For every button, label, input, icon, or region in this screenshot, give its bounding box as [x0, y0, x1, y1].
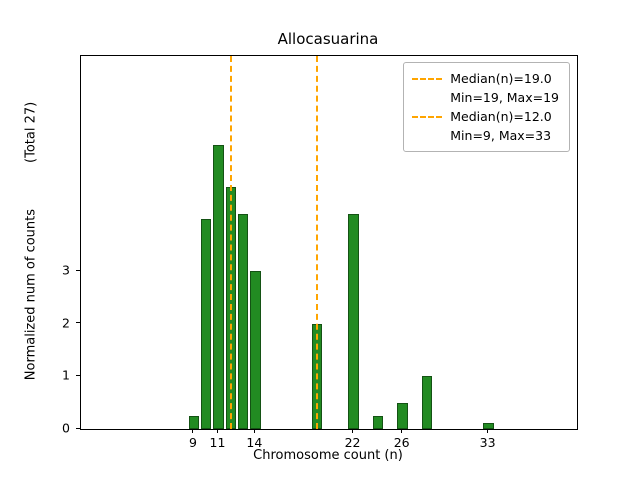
histogram-bar: [422, 376, 433, 429]
y-tick-mark: [76, 427, 80, 429]
y-tick-label: 2: [62, 315, 70, 331]
legend: Median(n)=19.0 Min=19, Max=19 Median(n)=12…: [403, 62, 570, 152]
legend-sublabel: Min=9, Max=33: [450, 128, 552, 143]
x-tick-label: 22: [344, 435, 361, 450]
x-tick-mark: [192, 429, 194, 433]
y-axis-label-text: Normalized num of counts: [23, 208, 38, 381]
legend-sublabel: Min=19, Max=19: [450, 90, 559, 105]
x-tick-label: 33: [479, 435, 496, 450]
histogram-bar: [237, 213, 249, 429]
x-tick-label: 9: [188, 435, 197, 450]
x-tick-mark: [253, 429, 255, 433]
plot-area: Median(n)=19.0 Min=19, Max=19 Median(n)=12…: [80, 55, 578, 430]
y-tick-label: 0: [62, 420, 70, 436]
y-tick-mark: [76, 269, 80, 271]
legend-entry-sub: Min=19, Max=19: [412, 88, 559, 107]
median-line-sample-icon: [412, 115, 443, 118]
y-tick-mark: [76, 322, 80, 324]
y-tick-label: 1: [62, 367, 70, 383]
x-tick-mark: [401, 429, 403, 433]
y-axis-label: Normalized num of counts (Total 27): [22, 55, 40, 428]
x-tick-mark: [217, 429, 218, 433]
x-axis-label: Chromosome count (n): [253, 448, 403, 463]
legend-label: Median(n)=19.0: [450, 71, 552, 86]
x-tick-mark: [487, 429, 489, 433]
legend-entry: Median(n)=19.0: [412, 69, 559, 88]
chart-title: Allocasuarina: [277, 30, 379, 48]
legend-label: Median(n)=12.0: [450, 109, 552, 124]
histogram-bar: [201, 218, 212, 429]
histogram-bar: [188, 415, 200, 429]
histogram-bar: [250, 271, 261, 429]
median-line-sample-icon: [412, 77, 443, 80]
x-tick-label: 14: [246, 435, 263, 450]
histogram-bar: [483, 422, 494, 429]
legend-entry-sub: Min=9, Max=33: [412, 126, 559, 145]
x-tick-label: 26: [393, 435, 410, 450]
histogram-bar: [372, 415, 384, 429]
median-line: [315, 56, 318, 429]
y-axis-ticks: 0 1 2 3: [40, 55, 80, 436]
histogram-bar: [397, 402, 408, 429]
legend-entry: Median(n)=12.0: [412, 107, 559, 126]
histogram-bar: [213, 145, 224, 429]
y-axis-label-total: (Total 27): [23, 101, 38, 163]
x-tick-mark: [352, 429, 354, 433]
y-tick-mark: [76, 374, 80, 376]
x-axis-ticks: 9 11 14 22 26 33: [80, 429, 576, 455]
median-line: [229, 56, 232, 429]
x-tick-label: 11: [209, 435, 226, 450]
y-tick-label: 3: [62, 262, 70, 278]
histogram-bar: [348, 213, 359, 429]
